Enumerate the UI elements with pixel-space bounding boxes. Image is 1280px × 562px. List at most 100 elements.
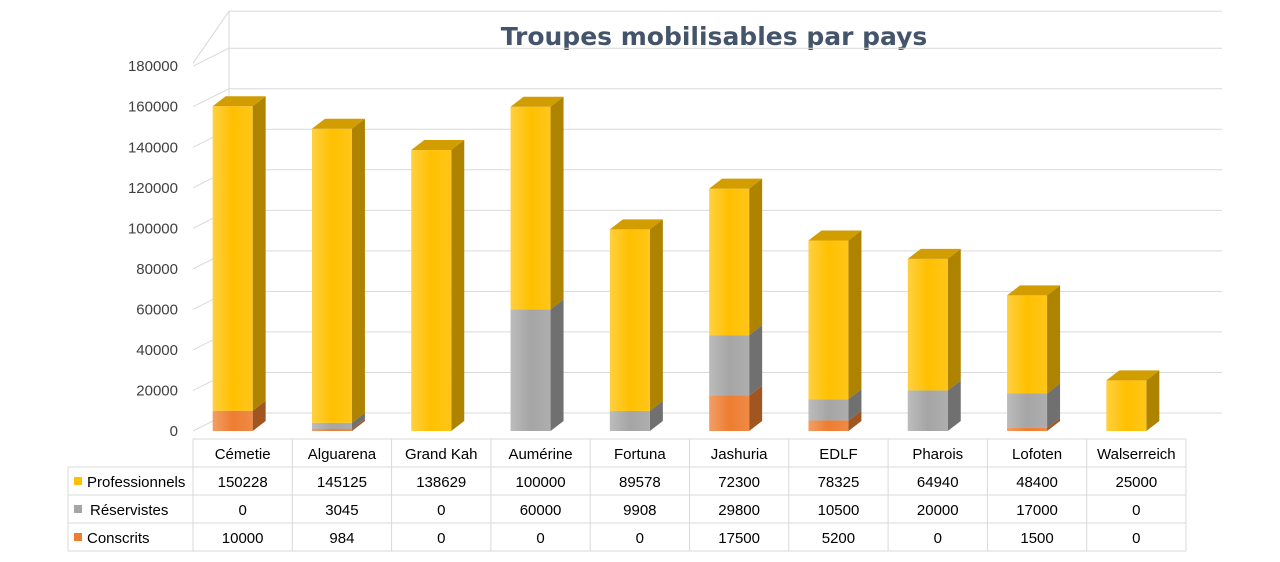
bar-front — [808, 399, 849, 421]
bar-top — [1106, 370, 1160, 381]
bar-segment — [709, 178, 763, 336]
table-cell: 0 — [1132, 502, 1140, 519]
legend-label: Conscrits — [87, 530, 150, 547]
bar-segment — [808, 230, 862, 400]
bar-side — [252, 96, 266, 411]
category-label: Grand Kah — [405, 446, 478, 463]
table-cell: 29800 — [718, 502, 760, 519]
table-cell: 0 — [437, 530, 445, 547]
table-cell: 150228 — [218, 474, 268, 491]
bar-segment — [1007, 417, 1061, 431]
bar-front — [907, 390, 948, 431]
y-tick-label: 180000 — [128, 58, 178, 75]
bar-front — [510, 309, 551, 431]
bar-side — [749, 325, 763, 396]
table-cell: 25000 — [1115, 474, 1157, 491]
bar-top — [311, 118, 365, 129]
bar-segment — [609, 219, 663, 411]
category-label: Jashuria — [711, 446, 768, 463]
bar-side — [947, 248, 961, 391]
table-cell: 78325 — [818, 474, 860, 491]
bar-side — [451, 140, 465, 431]
bar-side — [649, 219, 663, 411]
gridline-depth — [192, 10, 230, 64]
bar-front — [1007, 427, 1048, 431]
table-cell: 72300 — [718, 474, 760, 491]
table-cell: 48400 — [1016, 474, 1058, 491]
bar-segment — [907, 248, 961, 391]
bar-front — [311, 422, 352, 430]
bar-front — [311, 429, 352, 431]
gridline-depth — [192, 47, 230, 67]
bar-front — [907, 258, 948, 391]
y-axis-ticks: 0 20000 40000 60000 80000 100000 120000 140000 1… — [128, 58, 178, 440]
legend-key — [74, 477, 82, 485]
table-cell: 64940 — [917, 474, 959, 491]
y-tick-label: 100000 — [128, 220, 178, 237]
bar-front — [212, 106, 253, 411]
bar-segment — [709, 325, 763, 396]
table-cell: 3045 — [325, 502, 358, 519]
bar-stack — [510, 96, 564, 431]
table-cell: 89578 — [619, 474, 661, 491]
bar-side — [848, 230, 862, 400]
bar-side — [550, 96, 564, 310]
category-label: EDLF — [819, 446, 857, 463]
bar-top — [709, 178, 763, 189]
table-cell: 9908 — [623, 502, 656, 519]
bar-top — [212, 96, 266, 107]
bar-segment — [311, 419, 365, 431]
table-cell: 10000 — [222, 530, 264, 547]
bar-top — [1007, 285, 1061, 296]
bar-stack — [411, 140, 465, 431]
bar-segment — [907, 380, 961, 431]
category-label: Cémetie — [215, 446, 271, 463]
bar-stack — [609, 219, 663, 431]
y-tick-label: 140000 — [128, 139, 178, 156]
bar-front — [411, 150, 452, 431]
bar-stack — [1106, 370, 1160, 431]
bar-top — [510, 96, 564, 107]
legend-label: Réservistes — [90, 502, 168, 519]
y-tick-label: 160000 — [128, 99, 178, 116]
bar-stack — [808, 230, 862, 431]
category-label: Aumérine — [508, 446, 572, 463]
category-label: Fortuna — [614, 446, 666, 463]
table-cell: 17500 — [718, 530, 760, 547]
y-tick-label: 60000 — [136, 301, 178, 318]
bar-side — [351, 419, 365, 431]
bar-stack — [709, 178, 763, 431]
table-cell: 0 — [636, 530, 644, 547]
y-tick-label: 0 — [170, 423, 178, 440]
y-tick-label: 120000 — [128, 180, 178, 197]
bar-segment — [212, 96, 266, 411]
bar-segment — [1106, 370, 1160, 431]
table-cell: 0 — [1132, 530, 1140, 547]
table-cell: 1500 — [1020, 530, 1053, 547]
bar-front — [808, 240, 849, 400]
bar-stack — [1007, 285, 1061, 431]
legend-key — [74, 505, 82, 513]
bar-side — [649, 400, 663, 431]
bar-side — [1047, 383, 1061, 428]
category-label: Pharois — [912, 446, 963, 463]
table-cell: 0 — [934, 530, 942, 547]
bar-segment — [1007, 383, 1061, 428]
bar-front — [808, 420, 849, 431]
bar-side — [252, 400, 266, 431]
bar-segment — [1007, 285, 1061, 394]
bar-side — [351, 118, 365, 423]
bar-segment — [212, 400, 266, 431]
category-label: Lofoten — [1012, 446, 1062, 463]
y-tick-label: 40000 — [136, 342, 178, 359]
bar-side — [848, 410, 862, 431]
bar-side — [947, 380, 961, 431]
bar-side — [749, 178, 763, 336]
bar-front — [1007, 295, 1048, 394]
bar-side — [351, 412, 365, 430]
bar-side — [550, 299, 564, 431]
legend-key — [74, 533, 82, 541]
bar-front — [311, 128, 352, 423]
